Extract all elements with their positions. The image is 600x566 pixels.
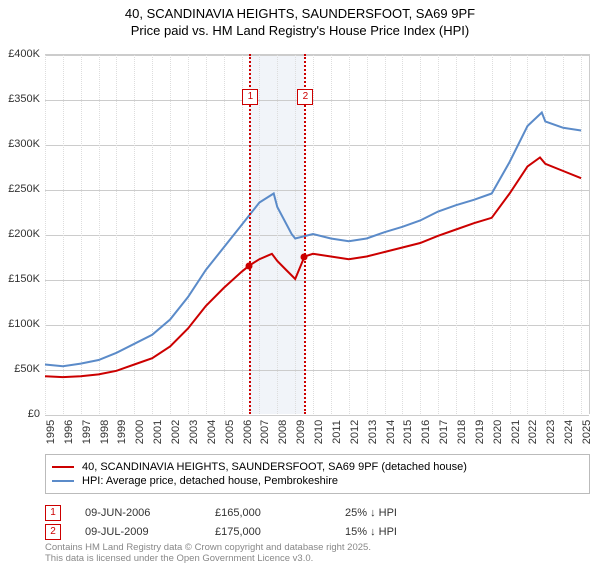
y-tick-label: £100K — [0, 318, 40, 330]
x-tick-label: 2009 — [295, 420, 307, 444]
y-tick-label: £400K — [0, 48, 40, 60]
legend-label: 40, SCANDINAVIA HEIGHTS, SAUNDERSFOOT, S… — [82, 461, 467, 473]
x-tick-label: 2010 — [313, 420, 325, 444]
gridline-h — [45, 415, 589, 416]
marker-badge: 1 — [242, 89, 258, 105]
y-tick-label: £50K — [0, 363, 40, 375]
x-tick-label: 2015 — [402, 420, 414, 444]
transaction-price: £175,000 — [215, 526, 345, 538]
chart-title: 40, SCANDINAVIA HEIGHTS, SAUNDERSFOOT, S… — [0, 6, 600, 40]
series-property — [45, 158, 581, 378]
transaction-badge: 2 — [45, 524, 61, 540]
transaction-row: 2 09-JUL-2009£175,00015% ↓ HPI — [45, 524, 590, 540]
chart-container: 40, SCANDINAVIA HEIGHTS, SAUNDERSFOOT, S… — [0, 6, 600, 566]
series-hpi — [45, 113, 581, 367]
transaction-delta: 15% ↓ HPI — [345, 526, 475, 538]
x-tick-label: 1998 — [99, 420, 111, 444]
y-tick-label: £300K — [0, 138, 40, 150]
legend-item: HPI: Average price, detached house, Pemb… — [52, 475, 583, 487]
transaction-delta: 25% ↓ HPI — [345, 507, 475, 519]
x-tick-label: 2012 — [349, 420, 361, 444]
x-tick-label: 2002 — [170, 420, 182, 444]
x-tick-label: 2022 — [527, 420, 539, 444]
y-tick-label: £150K — [0, 273, 40, 285]
marker-line — [304, 54, 306, 414]
x-tick-label: 2001 — [152, 420, 164, 444]
x-tick-label: 2017 — [438, 420, 450, 444]
x-tick-label: 2003 — [188, 420, 200, 444]
x-tick-label: 1996 — [63, 420, 75, 444]
x-tick-label: 2024 — [563, 420, 575, 444]
marker-badge: 2 — [297, 89, 313, 105]
legend-item: 40, SCANDINAVIA HEIGHTS, SAUNDERSFOOT, S… — [52, 461, 583, 473]
legend-swatch — [52, 466, 74, 468]
x-tick-label: 1999 — [116, 420, 128, 444]
y-tick-label: £250K — [0, 183, 40, 195]
sale-point — [301, 253, 308, 260]
transaction-row: 1 09-JUN-2006£165,00025% ↓ HPI — [45, 505, 590, 521]
x-tick-label: 2019 — [474, 420, 486, 444]
x-tick-label: 2014 — [385, 420, 397, 444]
x-tick-label: 2011 — [331, 420, 343, 444]
x-tick-label: 2006 — [242, 420, 254, 444]
y-tick-label: £200K — [0, 228, 40, 240]
legend-label: HPI: Average price, detached house, Pemb… — [82, 475, 338, 487]
y-tick-label: £0 — [0, 408, 40, 420]
x-tick-label: 2021 — [510, 420, 522, 444]
y-tick-label: £350K — [0, 93, 40, 105]
x-tick-label: 2020 — [492, 420, 504, 444]
x-tick-label: 2023 — [545, 420, 557, 444]
footer-line2: This data is licensed under the Open Gov… — [45, 553, 371, 564]
line-layer — [45, 54, 590, 414]
transaction-badge: 1 — [45, 505, 61, 521]
title-line1: 40, SCANDINAVIA HEIGHTS, SAUNDERSFOOT, S… — [0, 6, 600, 23]
x-tick-label: 1997 — [81, 420, 93, 444]
marker-line — [249, 54, 251, 414]
footer-line1: Contains HM Land Registry data © Crown c… — [45, 542, 371, 553]
x-tick-label: 2016 — [420, 420, 432, 444]
x-tick-label: 2013 — [367, 420, 379, 444]
x-tick-label: 2007 — [259, 420, 271, 444]
x-tick-label: 2018 — [456, 420, 468, 444]
legend: 40, SCANDINAVIA HEIGHTS, SAUNDERSFOOT, S… — [45, 454, 590, 494]
title-line2: Price paid vs. HM Land Registry's House … — [0, 23, 600, 40]
x-tick-label: 1995 — [45, 420, 57, 444]
legend-swatch — [52, 480, 74, 482]
x-tick-label: 2004 — [206, 420, 218, 444]
footer: Contains HM Land Registry data © Crown c… — [45, 542, 371, 565]
x-tick-label: 2008 — [277, 420, 289, 444]
x-tick-label: 2025 — [581, 420, 593, 444]
sale-point — [246, 262, 253, 269]
x-tick-label: 2000 — [134, 420, 146, 444]
transaction-date: 09-JUN-2006 — [85, 507, 215, 519]
plot-area: £0£50K£100K£150K£200K£250K£300K£350K£400… — [45, 54, 590, 414]
transaction-price: £165,000 — [215, 507, 345, 519]
x-tick-label: 2005 — [224, 420, 236, 444]
transaction-date: 09-JUL-2009 — [85, 526, 215, 538]
transaction-table: 1 09-JUN-2006£165,00025% ↓ HPI 2 09-JUL-200… — [45, 502, 590, 543]
